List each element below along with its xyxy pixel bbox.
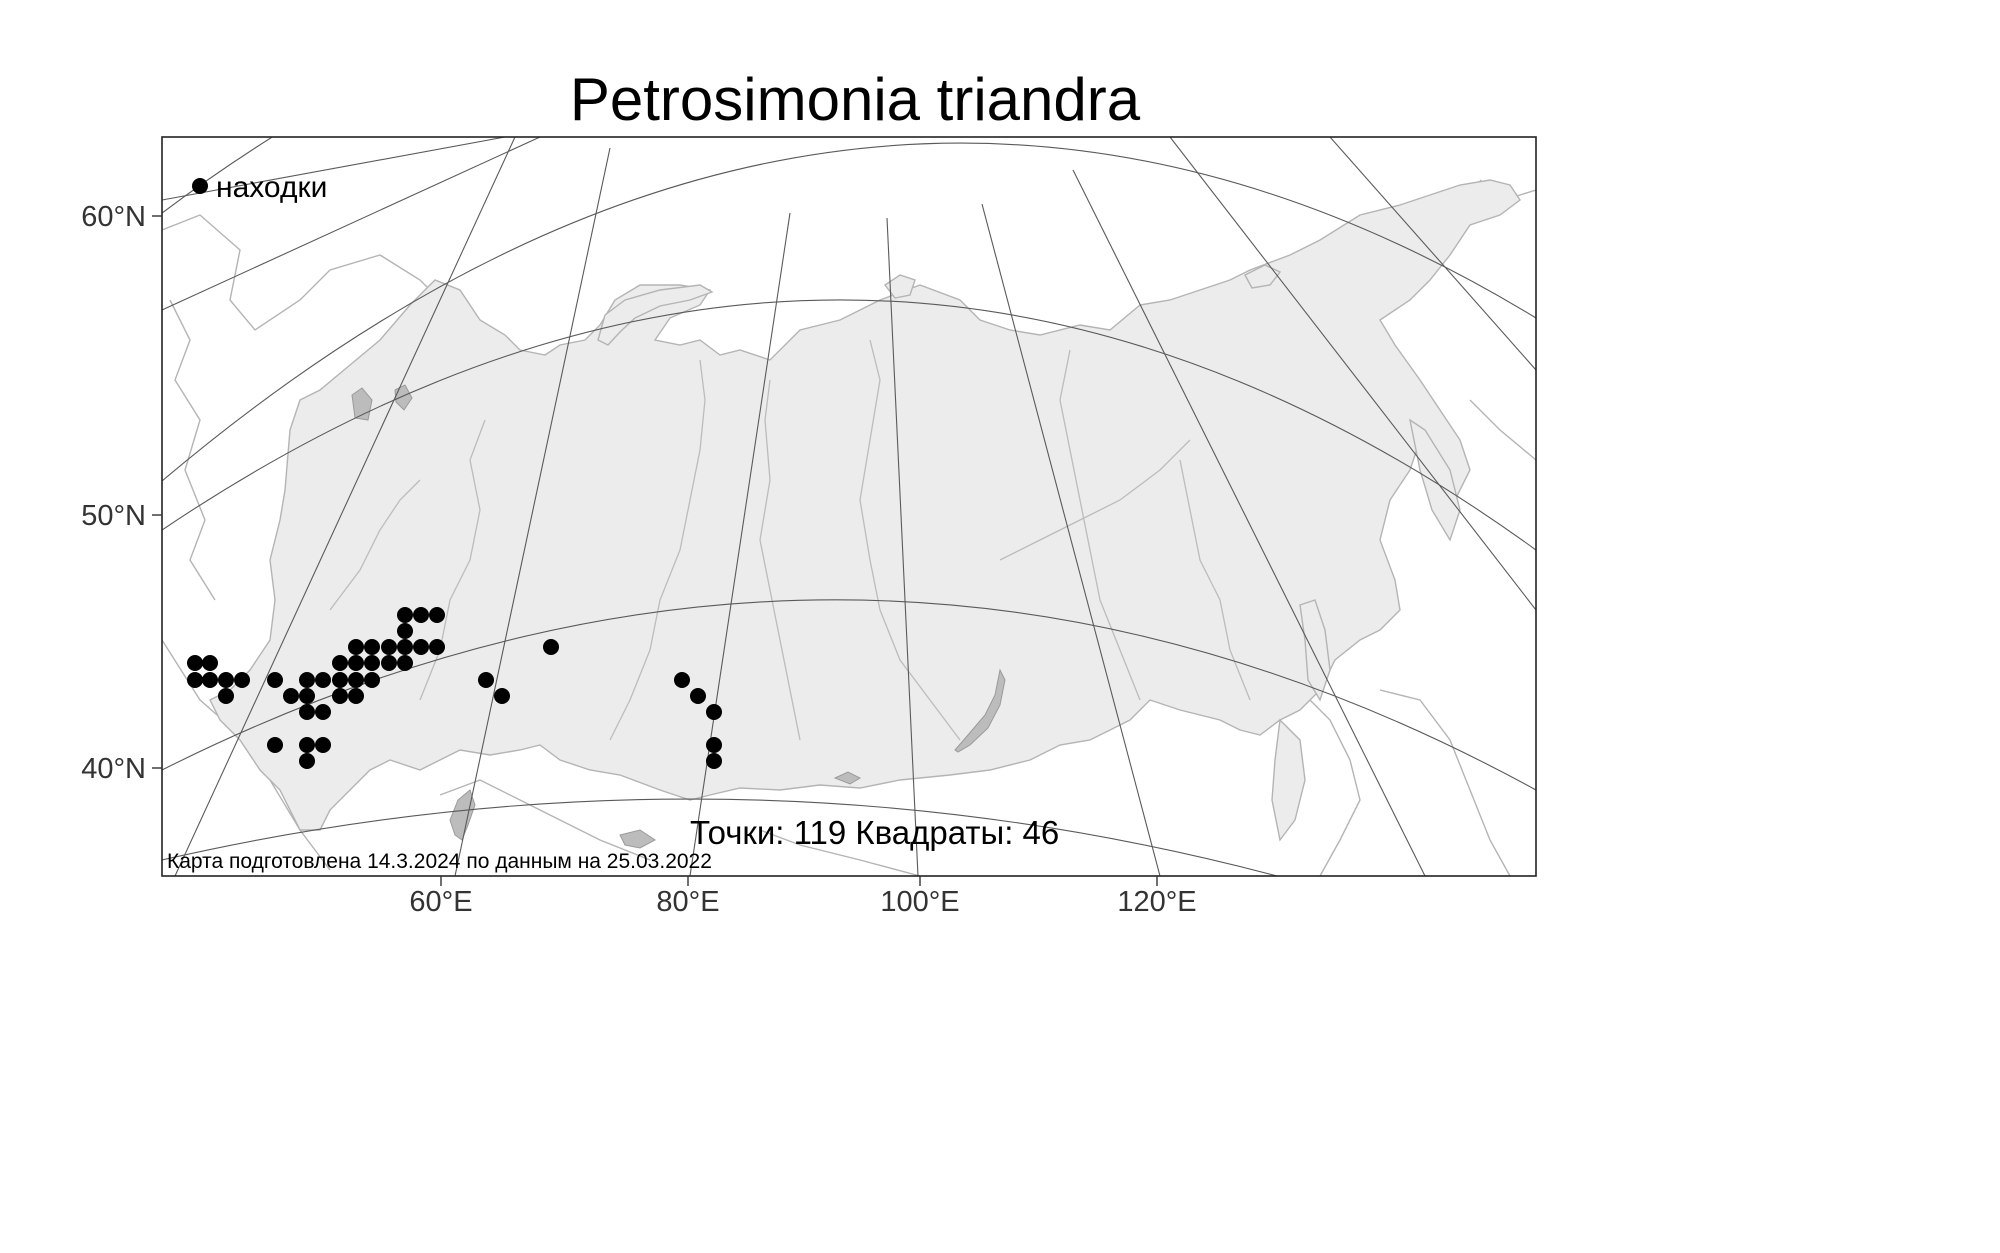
find-point (315, 672, 331, 688)
find-point (202, 655, 218, 671)
find-point (348, 672, 364, 688)
map-frame (161, 136, 1537, 877)
aral-sea (619, 829, 656, 849)
find-point (397, 623, 413, 639)
find-point (429, 607, 445, 623)
lon-label-60: 60°E (409, 886, 472, 918)
find-point (283, 688, 299, 704)
find-point (267, 672, 283, 688)
find-point (706, 737, 722, 753)
novaya-zemlya (597, 284, 714, 346)
find-point (413, 639, 429, 655)
rivers (329, 339, 1251, 741)
find-point (299, 672, 315, 688)
severnaya-zemlya (883, 274, 916, 299)
find-point (381, 655, 397, 671)
lon-label-100: 100°E (880, 886, 959, 918)
find-point (299, 753, 315, 769)
find-point (397, 607, 413, 623)
find-point (267, 737, 283, 753)
legend-label: находки (216, 171, 327, 204)
find-point (218, 688, 234, 704)
occurrence-points (187, 607, 722, 769)
preparation-note: Карта подготовлена 14.3.2024 по данным н… (167, 850, 712, 873)
land-mass (209, 179, 1521, 831)
find-point (299, 737, 315, 753)
lat-label-40: 40°N (81, 753, 146, 785)
longitude-axis: 60°E 80°E 100°E 120°E (409, 876, 1197, 918)
find-point (397, 655, 413, 671)
find-point (364, 655, 380, 671)
find-point (706, 753, 722, 769)
find-point (234, 672, 250, 688)
lat-label-50: 50°N (81, 500, 146, 532)
japan (1271, 718, 1306, 842)
find-point (543, 639, 559, 655)
stats-text: Точки: 119 Квадраты: 46 (690, 814, 1059, 851)
find-point (332, 655, 348, 671)
find-point (413, 607, 429, 623)
find-point (315, 737, 331, 753)
lake-balkhash (833, 771, 862, 785)
lake-baikal (954, 668, 1006, 753)
find-point (348, 688, 364, 704)
graticule-meridians (162, 137, 1536, 876)
find-point (187, 655, 203, 671)
find-point (364, 639, 380, 655)
legend: находки (192, 171, 327, 204)
caspian-sea (449, 789, 476, 841)
find-point (478, 672, 494, 688)
legend-point-symbol (192, 178, 208, 194)
map-title: Petrosimonia triandra (570, 66, 1141, 133)
find-point (397, 639, 413, 655)
find-point (429, 639, 445, 655)
lon-label-120: 120°E (1117, 886, 1196, 918)
find-point (690, 688, 706, 704)
find-point (218, 672, 234, 688)
find-point (187, 672, 203, 688)
find-point (332, 688, 348, 704)
new-siberian-islands (1244, 264, 1282, 289)
find-point (202, 672, 218, 688)
find-point (299, 688, 315, 704)
sakhalin (1299, 599, 1331, 702)
find-point (348, 639, 364, 655)
lat-label-60: 60°N (81, 201, 146, 233)
find-point (494, 688, 510, 704)
find-point (299, 704, 315, 720)
find-point (332, 672, 348, 688)
find-point (706, 704, 722, 720)
map-area (162, 137, 1536, 876)
find-point (315, 704, 331, 720)
find-point (381, 639, 397, 655)
find-point (674, 672, 690, 688)
lon-label-80: 80°E (656, 886, 719, 918)
find-point (348, 655, 364, 671)
find-point (364, 672, 380, 688)
lake-onega (394, 384, 413, 411)
latitude-axis: 60°N 50°N 40°N (81, 201, 162, 785)
